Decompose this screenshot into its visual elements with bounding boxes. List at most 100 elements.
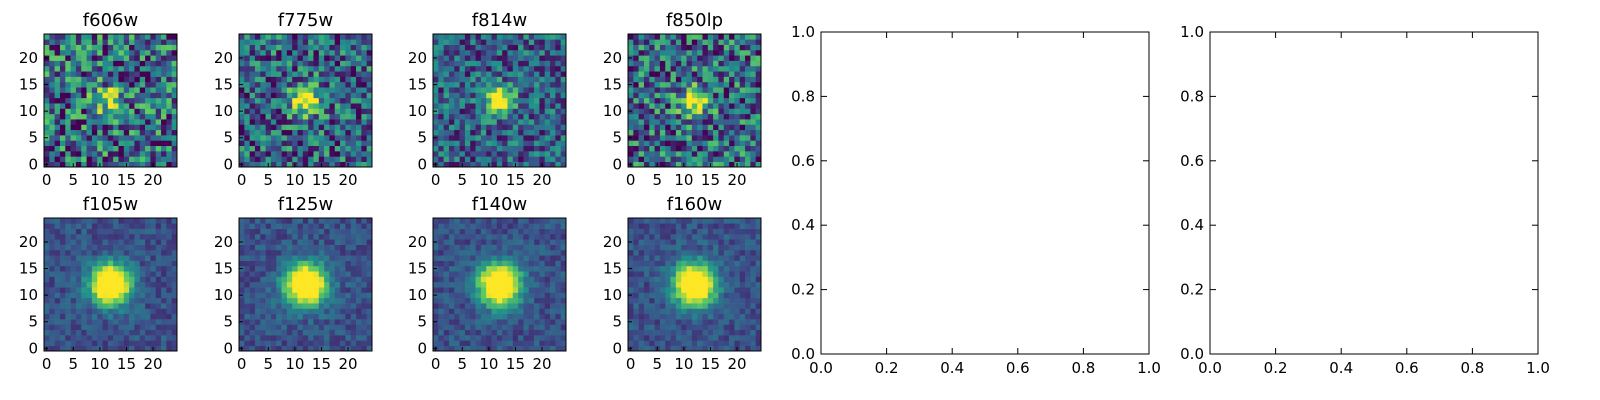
heatmap-cell	[464, 156, 471, 162]
heatmap-cell	[329, 49, 336, 56]
heatmap-cell	[102, 119, 109, 125]
heatmap-cell	[334, 49, 341, 56]
heatmap-cell	[475, 49, 482, 56]
heatmap-cell	[550, 223, 556, 229]
heatmap-cell	[59, 151, 66, 157]
heatmap-cell	[659, 340, 666, 346]
heatmap-cell	[65, 223, 71, 229]
heatmap-cell	[560, 39, 567, 45]
heatmap-cell	[171, 119, 178, 125]
heatmap-cell	[366, 156, 373, 162]
heatmap-cell	[649, 281, 655, 288]
heatmap-cell	[329, 34, 336, 40]
heatmap-cell	[491, 292, 498, 299]
heatmap-cell	[107, 303, 114, 309]
heatmap-cell	[366, 324, 373, 331]
heatmap-cell	[459, 319, 466, 325]
heatmap-cell	[171, 34, 178, 40]
heatmap-cell	[491, 324, 498, 331]
heatmap-cell	[470, 271, 476, 277]
heatmap-cell	[139, 71, 146, 77]
heatmap-cell	[334, 145, 341, 152]
heatmap-cell	[539, 113, 546, 120]
heatmap-cell	[697, 287, 703, 293]
heatmap-cell	[539, 223, 546, 229]
heatmap-cell	[161, 34, 167, 40]
heatmap-cell	[107, 335, 114, 341]
heatmap-cell	[134, 287, 141, 293]
heatmap-cell	[297, 345, 304, 352]
heatmap-cell	[697, 319, 703, 325]
heatmap-cell	[654, 81, 661, 88]
heatmap-cell	[281, 292, 288, 299]
heatmap-cell	[302, 39, 309, 45]
heatmap-cell	[670, 324, 677, 331]
heatmap-cell	[260, 39, 266, 45]
heatmap-cell	[308, 49, 314, 56]
heatmap-cell	[713, 156, 719, 162]
heatmap-cell	[59, 223, 66, 229]
heatmap-cell	[345, 145, 352, 152]
heatmap-cell	[681, 281, 687, 288]
heatmap-cell	[633, 44, 639, 51]
heatmap-cell	[329, 108, 336, 115]
heatmap-cell	[318, 319, 325, 325]
heatmap-cell	[297, 49, 304, 56]
heatmap-cell	[308, 335, 314, 341]
heatmap-cell	[145, 108, 151, 115]
heatmap-cell	[734, 324, 741, 331]
heatmap-cell	[107, 140, 114, 147]
heatmap-cell	[496, 308, 503, 315]
heatmap-cell	[308, 119, 314, 125]
heatmap-cell	[697, 97, 703, 104]
heatmap-cell	[649, 255, 655, 261]
heatmap-cell	[459, 92, 466, 99]
heatmap-cell	[659, 71, 666, 77]
heatmap-cell	[171, 140, 178, 147]
heatmap-cell	[129, 313, 135, 320]
heatmap-cell	[507, 76, 514, 83]
heatmap-cell	[102, 49, 109, 56]
heatmap-cell	[560, 319, 567, 325]
heatmap-cell	[350, 87, 357, 93]
heatmap-cell	[81, 44, 87, 51]
heatmap-cell	[239, 335, 245, 341]
heatmap-cell	[49, 124, 55, 131]
heatmap-cell	[366, 313, 373, 320]
heatmap-cell	[528, 292, 535, 299]
heatmap-cell	[555, 71, 561, 77]
heatmap-cell	[350, 49, 357, 56]
heatmap-cell	[681, 255, 687, 261]
heatmap-cell	[134, 71, 141, 77]
heatmap-cell	[276, 287, 282, 293]
heatmap-cell	[86, 233, 93, 240]
heatmap-cell	[44, 297, 50, 304]
heatmap-cell	[276, 297, 282, 304]
heatmap-cell	[340, 39, 346, 45]
heatmap-cell	[254, 335, 261, 341]
heatmap-cell	[134, 303, 141, 309]
heatmap-cell	[729, 313, 735, 320]
heatmap-cell	[433, 49, 439, 56]
heatmap-cell	[350, 233, 357, 240]
heatmap-cell	[544, 129, 551, 136]
heatmap-cell	[691, 265, 698, 272]
heatmap-cell	[750, 265, 756, 272]
heatmap-cell	[443, 60, 450, 67]
heatmap-cell	[134, 81, 141, 88]
heatmap-cell	[302, 161, 309, 168]
heatmap-cell	[59, 81, 66, 88]
heatmap-cell	[276, 218, 282, 224]
heatmap-cell	[171, 113, 178, 120]
heatmap-cell	[70, 319, 77, 325]
heatmap-cell	[356, 292, 362, 299]
heatmap-cell	[507, 292, 514, 299]
heatmap-cell	[366, 60, 373, 67]
heatmap-cell	[270, 239, 277, 245]
heatmap-cell	[107, 313, 114, 320]
heatmap-cell	[254, 49, 261, 56]
heatmap-cell	[139, 34, 146, 40]
heatmap-cell	[276, 324, 282, 331]
heatmap-cell	[54, 145, 61, 152]
heatmap-cell	[518, 145, 524, 152]
